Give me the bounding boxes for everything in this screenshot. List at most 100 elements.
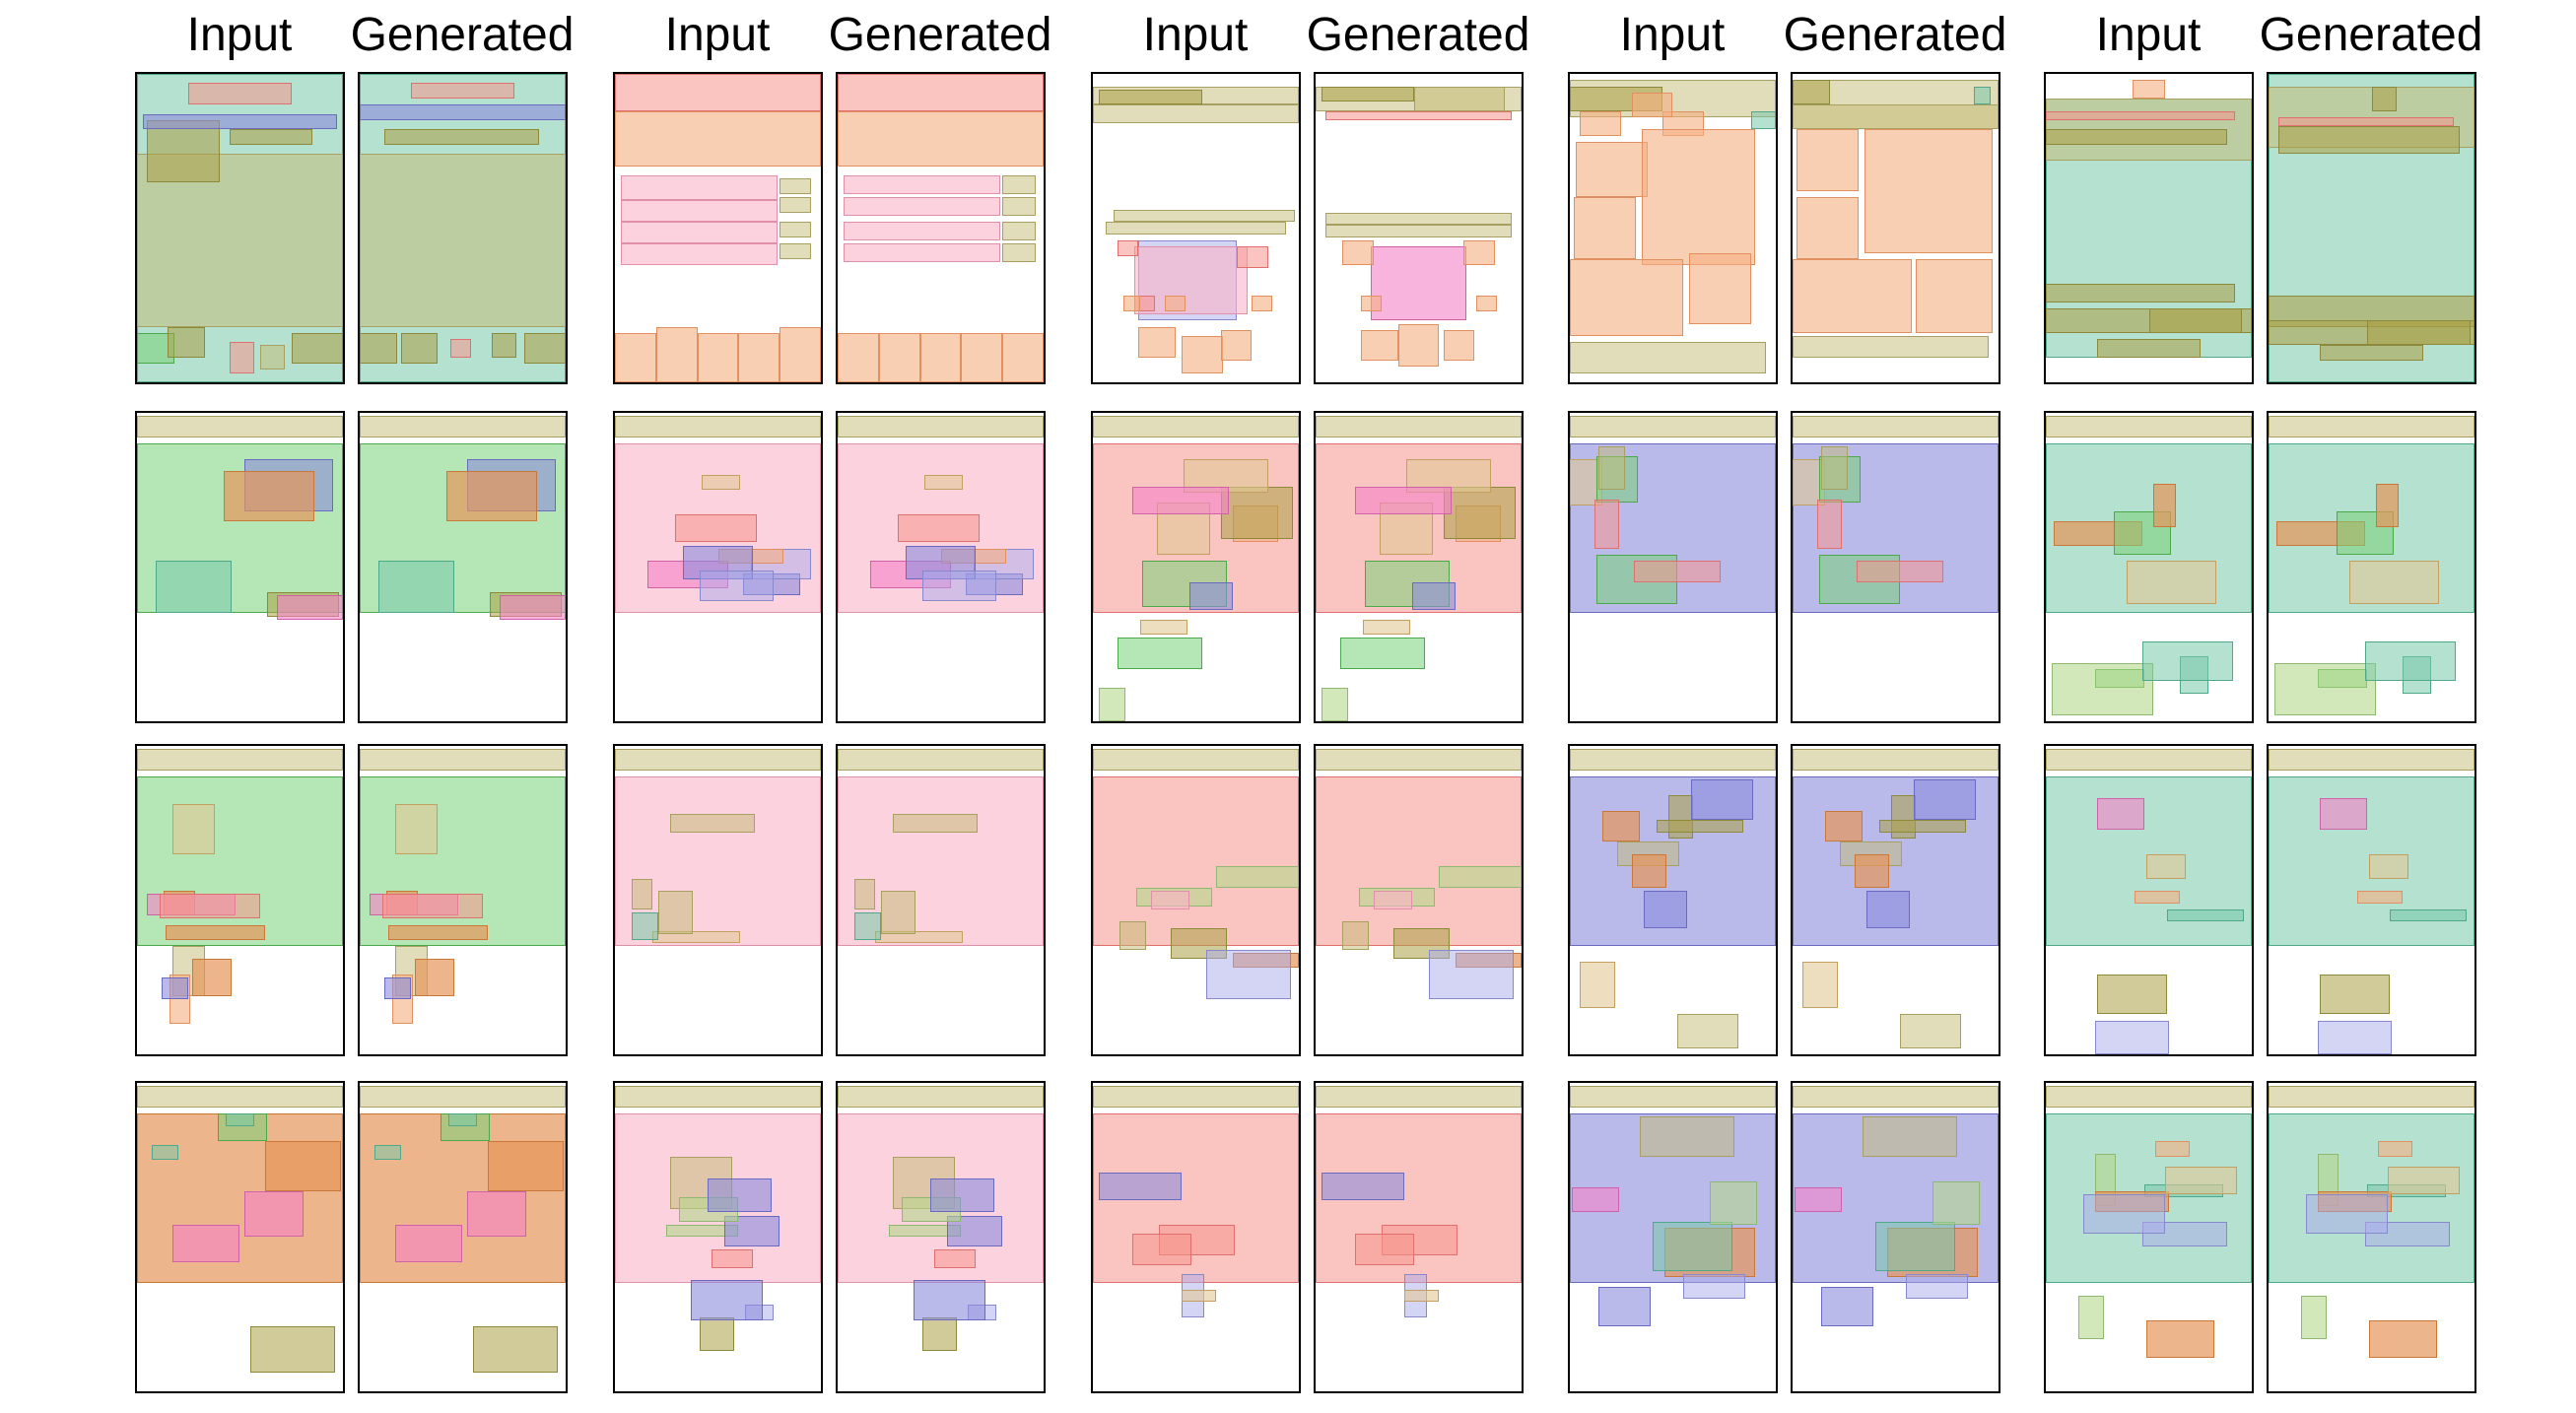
layout-box (2046, 1086, 2252, 1109)
layout-box (2371, 86, 2397, 111)
layout-box (1316, 1086, 1522, 1109)
input-column-header: Input (2095, 9, 2202, 61)
layout-box (2388, 1166, 2461, 1194)
input-column-header: Input (664, 9, 771, 61)
layout-box (919, 332, 962, 382)
layout-box (1093, 776, 1299, 947)
layout-box (1874, 1221, 1956, 1271)
layout-box (2046, 283, 2236, 303)
layout-box (1105, 222, 1287, 235)
layout-box (697, 332, 739, 382)
layout-box (1793, 1086, 1999, 1109)
layout-box (615, 332, 656, 382)
generated-layout-panel (1314, 72, 1524, 384)
input-layout-panel (1091, 1081, 1301, 1393)
layout-box (1576, 141, 1649, 198)
layout-box (1689, 252, 1751, 324)
layout-box (1631, 853, 1667, 888)
layout-box (2046, 416, 2252, 438)
layout-box (838, 1086, 1044, 1109)
layout-box (1598, 1286, 1651, 1327)
layout-box (411, 83, 514, 100)
input-layout-panel (2044, 744, 2254, 1056)
layout-box (2269, 749, 2474, 772)
layout-box (360, 416, 566, 438)
layout-box (2269, 416, 2474, 438)
layout-box (615, 110, 821, 167)
layout-box (1325, 212, 1512, 226)
layout-box (1633, 561, 1721, 583)
layout-box (1652, 1221, 1733, 1271)
layout-box (171, 804, 216, 854)
layout-box (1973, 86, 1991, 105)
layout-box (500, 594, 566, 620)
layout-box (1093, 104, 1299, 124)
generated-layout-panel (836, 72, 1046, 384)
layout-box (961, 332, 1003, 382)
layout-box (1002, 222, 1036, 240)
layout-box (853, 912, 881, 941)
layout-box (880, 891, 916, 934)
layout-box (621, 175, 779, 201)
layout-box (1825, 810, 1864, 842)
layout-box (1817, 499, 1843, 549)
layout-box (897, 514, 981, 543)
layout-box (388, 924, 488, 941)
generated-layout-panel (836, 744, 1046, 1056)
layout-box (2320, 798, 2368, 830)
layout-box (1796, 129, 1859, 191)
layout-box (2318, 1020, 2393, 1054)
layout-box (2046, 110, 2236, 120)
layout-box (844, 222, 1001, 240)
generated-layout-panel (2267, 744, 2476, 1056)
layout-box (360, 776, 566, 947)
layout-box (1131, 487, 1229, 515)
layout-box (2390, 908, 2467, 922)
generated-layout-panel (836, 1081, 1046, 1393)
layout-box (1602, 810, 1641, 842)
layout-box (2154, 1141, 2191, 1158)
layout-box (2146, 853, 2187, 879)
layout-box (1181, 1289, 1217, 1303)
input-layout-panel (135, 72, 345, 384)
input-layout-panel (1568, 411, 1778, 723)
layout-box (1439, 866, 1522, 888)
layout-box (2142, 640, 2234, 682)
layout-box (137, 416, 343, 438)
input-column-header: Input (1142, 9, 1249, 61)
layout-box (1363, 619, 1411, 636)
layout-box (699, 570, 774, 601)
layout-box (291, 332, 343, 365)
layout-box (2097, 974, 2168, 1015)
generated-layout-panel (1314, 411, 1524, 723)
layout-box (400, 332, 439, 365)
generated-column-header: Generated (1783, 9, 2007, 61)
layout-box (381, 894, 484, 919)
layout-box (1682, 1274, 1745, 1300)
layout-box (2165, 1166, 2238, 1194)
layout-box (838, 110, 1044, 167)
layout-box (1342, 240, 1374, 266)
layout-box (373, 1144, 401, 1161)
layout-box (1322, 687, 1349, 721)
layout-box (1821, 446, 1849, 491)
layout-box (491, 332, 516, 358)
layout-box (2320, 974, 2391, 1015)
layout-box (2078, 1295, 2104, 1339)
layout-box (838, 416, 1044, 438)
layout-box (1412, 582, 1457, 611)
layout-box (2052, 662, 2153, 715)
layout-box (1793, 104, 1999, 130)
generated-layout-panel (1791, 72, 2000, 384)
layout-box (934, 1249, 977, 1268)
layout-box (780, 222, 811, 237)
layout-box (1205, 949, 1291, 999)
layout-box (466, 1190, 527, 1238)
layout-box (1093, 416, 1299, 438)
layout-box (1793, 258, 1913, 333)
layout-box (1914, 779, 1976, 821)
layout-box (2278, 126, 2461, 155)
input-layout-panel (1568, 1081, 1778, 1393)
layout-box (621, 243, 779, 266)
layout-box (171, 1224, 240, 1262)
